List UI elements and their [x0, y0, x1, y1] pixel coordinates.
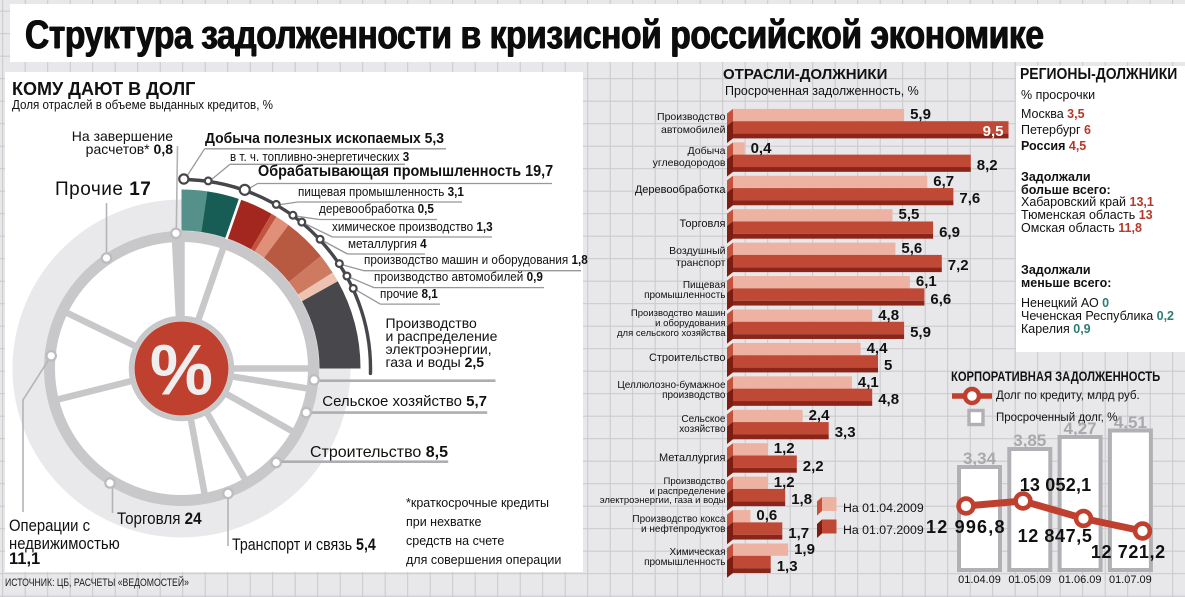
svg-text:%: %	[150, 332, 213, 411]
